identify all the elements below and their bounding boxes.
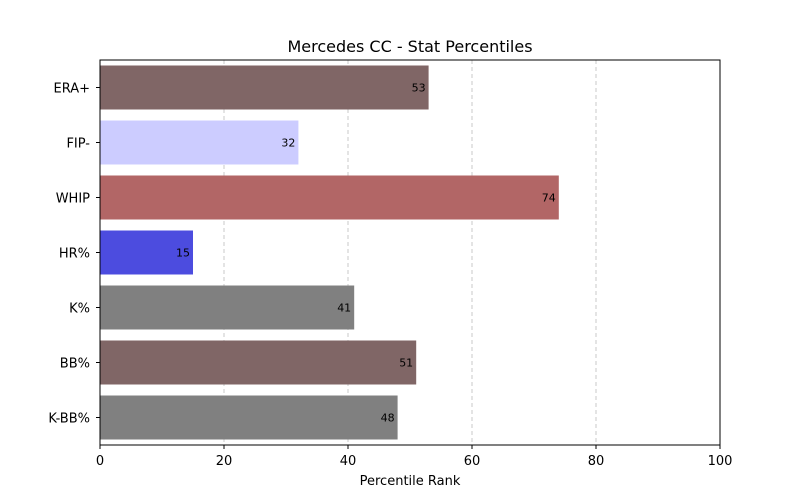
y-tick-label: FIP-	[66, 137, 90, 152]
x-axis-label: Percentile Rank	[360, 474, 461, 489]
data-label: 32	[281, 137, 295, 150]
x-axis-ticks: 0 20 40 60 80 100	[96, 445, 733, 469]
x-tick-label: 20	[216, 454, 233, 469]
data-label: 74	[542, 192, 556, 205]
y-tick-label: K-BB%	[48, 412, 90, 427]
data-label: 53	[412, 82, 426, 95]
bar-bb	[100, 340, 417, 385]
bar-fip	[100, 120, 299, 165]
bar-era	[100, 65, 429, 110]
y-tick-label: K%	[69, 302, 90, 317]
grid-lines	[223, 60, 597, 445]
x-tick-label: 80	[588, 454, 605, 469]
x-tick-label: 40	[340, 454, 357, 469]
y-tick-label: ERA+	[53, 82, 90, 97]
y-tick-label: BB%	[60, 357, 90, 372]
data-labels: 53 32 74 15 41 51 48	[176, 82, 556, 425]
bar-k	[100, 285, 355, 330]
y-tick-label: WHIP	[56, 192, 90, 207]
data-label: 48	[381, 412, 395, 425]
x-tick-label: 60	[464, 454, 481, 469]
bar-hr	[100, 230, 193, 275]
bar-whip	[100, 175, 559, 220]
y-axis-ticks: ERA+ FIP- WHIP HR% K% BB% K-BB%	[48, 82, 100, 427]
data-label: 41	[337, 302, 351, 315]
data-label: 15	[176, 247, 190, 260]
x-tick-label: 0	[96, 454, 104, 469]
x-tick-label: 100	[708, 454, 733, 469]
bar-k-bb	[100, 395, 398, 440]
y-tick-label: HR%	[59, 247, 90, 262]
bars	[100, 65, 559, 440]
data-label: 51	[399, 357, 413, 370]
chart-title: Mercedes CC - Stat Percentiles	[287, 37, 532, 56]
